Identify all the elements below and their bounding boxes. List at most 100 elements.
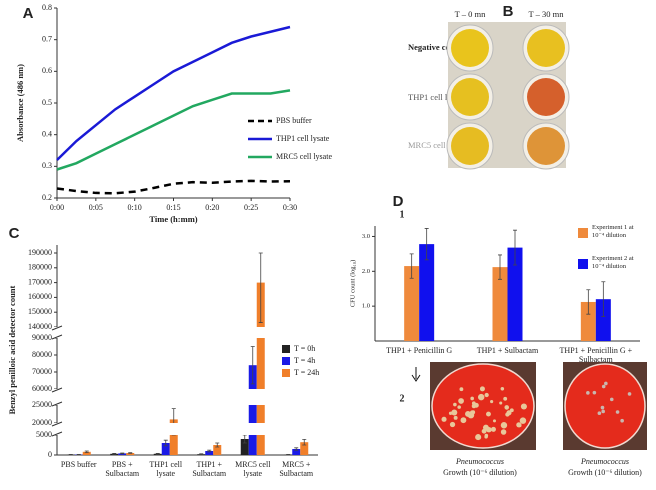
y-tick-label: 5000 xyxy=(36,430,52,439)
colony xyxy=(459,387,463,391)
plate xyxy=(565,364,645,448)
legend-swatch xyxy=(282,357,290,365)
y-axis-label: Benzyl penilloic acid detector count xyxy=(7,285,17,414)
sub-label: 1 xyxy=(400,209,405,220)
y-axis-label: CFU count (log₁₀) xyxy=(349,260,356,308)
colony xyxy=(521,403,527,409)
colony xyxy=(628,392,632,396)
x-tick-label-box: THP1 + Sulbactam xyxy=(457,346,557,370)
colony xyxy=(620,419,624,423)
legend-label: Experiment 2 at 10⁻⁴ dilution xyxy=(592,255,644,270)
y-tick-label: 20000 xyxy=(32,418,52,427)
panel-label: B xyxy=(503,3,514,20)
colony xyxy=(490,400,493,403)
x-tick-label-box: THP1 + Sulbactam xyxy=(188,460,232,484)
y-tick-label: 25000 xyxy=(32,400,52,409)
y-tick-label: 60000 xyxy=(32,384,52,393)
y-tick-label: 90000 xyxy=(32,333,52,342)
colony xyxy=(484,435,487,438)
colony xyxy=(451,409,457,415)
y-tick-label: 0.4 xyxy=(42,129,52,138)
plate-growth: Growth (10⁻⁶ dilution) xyxy=(443,468,517,477)
colony xyxy=(604,382,608,386)
y-tick-label: 180000 xyxy=(28,263,52,272)
colony xyxy=(480,386,485,391)
x-tick-label: 0:10 xyxy=(128,203,142,212)
x-tick-label: THP1 + Penicillin G + Sulbactam xyxy=(546,346,646,364)
y-tick-label: 0.7 xyxy=(42,34,52,43)
axis-break xyxy=(53,327,318,338)
colony xyxy=(454,416,458,420)
panel-label: D xyxy=(393,193,404,210)
error-bar xyxy=(128,453,132,454)
y-tick-label: 150000 xyxy=(28,307,52,316)
y-tick-label: 1.0 xyxy=(362,303,370,310)
y-tick-label: 80000 xyxy=(32,350,52,359)
line xyxy=(57,181,290,193)
error-bar xyxy=(120,453,124,454)
legend-swatch xyxy=(578,228,588,238)
error-bar xyxy=(112,453,116,454)
y-tick-label: 170000 xyxy=(28,277,52,286)
well xyxy=(527,29,565,67)
colony xyxy=(602,385,606,389)
colony xyxy=(586,391,590,395)
colony xyxy=(499,401,502,404)
x-tick-label-box: PBS buffer xyxy=(57,460,101,484)
error-bar xyxy=(199,454,203,455)
colony xyxy=(520,417,526,423)
x-tick-label-box: THP1 + Penicillin G xyxy=(369,346,469,370)
x-tick-label-box: MRC5 + Sulbactam xyxy=(275,460,319,484)
well xyxy=(451,29,489,67)
colony xyxy=(593,391,597,395)
well xyxy=(451,127,489,165)
colony xyxy=(616,410,620,414)
colony xyxy=(483,425,489,431)
colony xyxy=(601,406,605,410)
x-tick-label: PBS + Sulbactam xyxy=(101,460,145,478)
colony xyxy=(504,405,509,410)
x-tick-label-box: THP1 + Penicillin G + Sulbactam xyxy=(546,346,646,370)
colony xyxy=(458,398,464,404)
legend-label: Experiment 1 at 10⁻⁴ dilution xyxy=(592,224,644,239)
x-tick-label: THP1 cell lysate xyxy=(144,460,188,478)
y-tick-label: 0 xyxy=(48,450,52,459)
plate-panel: 2 Pneumococcus Growth (10⁻⁶ dilution) Pn… xyxy=(400,362,648,477)
plate-growth: Growth (10⁻⁶ dilution) xyxy=(568,468,642,477)
legend-label: MRC5 cell lysate xyxy=(276,152,332,161)
legend-label: T = 24h xyxy=(294,368,319,377)
y-tick-label: 160000 xyxy=(28,292,52,301)
axis-break xyxy=(53,423,318,435)
x-tick-label: 0:15 xyxy=(166,203,180,212)
colony xyxy=(461,417,467,423)
colony xyxy=(501,387,505,391)
colony xyxy=(485,393,489,397)
axis-break xyxy=(53,389,318,405)
legend-label: T = 0h xyxy=(294,344,315,353)
panel-label: C xyxy=(9,225,20,242)
well xyxy=(451,78,489,116)
y-tick-label: 70000 xyxy=(32,367,52,376)
y-axis-label: Absorbance (486 nm) xyxy=(15,64,25,142)
error-bar xyxy=(156,453,160,454)
colony xyxy=(457,405,461,409)
colony xyxy=(518,423,522,427)
colony xyxy=(486,412,491,417)
legend-swatch xyxy=(282,369,290,377)
colony xyxy=(475,434,481,440)
colony xyxy=(598,411,602,415)
plate xyxy=(432,364,534,448)
colony xyxy=(601,410,605,414)
y-tick-label: 0.5 xyxy=(42,98,52,107)
y-tick-label: 3.0 xyxy=(362,233,370,240)
y-tick-label: 2.0 xyxy=(362,268,370,275)
x-tick-label: 0:25 xyxy=(244,203,258,212)
colony xyxy=(470,397,474,401)
legend-label: THP1 cell lysate xyxy=(276,134,330,143)
well-panel: B T – 0 mn T – 30 mn Negative control TH… xyxy=(408,3,569,169)
legend-label-box: Experiment 1 at 10⁻⁴ dilution xyxy=(592,224,644,244)
colony xyxy=(450,422,455,427)
colony xyxy=(472,404,476,408)
x-tick-label: MRC5 + Sulbactam xyxy=(275,460,319,478)
